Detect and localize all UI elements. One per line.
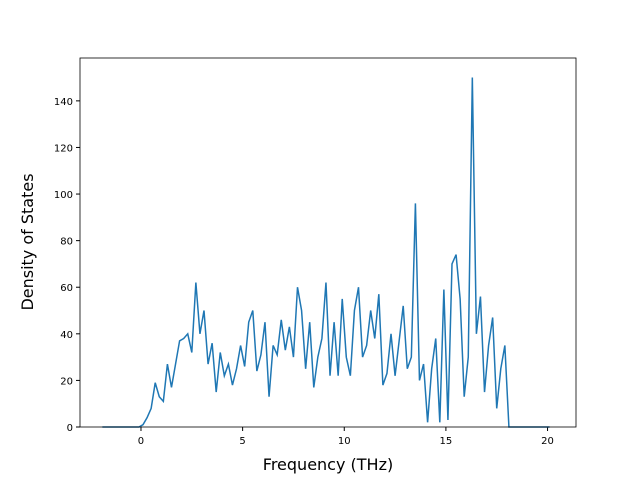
x-tick-label: 0 <box>138 436 144 447</box>
y-axis-label: Density of States <box>18 173 37 310</box>
y-tick-label: 0 <box>67 423 73 434</box>
x-tick-label: 10 <box>338 436 351 447</box>
y-tick-label: 60 <box>60 283 73 294</box>
x-tick-label: 5 <box>239 436 245 447</box>
x-tick-label: 20 <box>541 436 554 447</box>
x-tick-label: 15 <box>440 436 453 447</box>
data-line <box>102 77 550 428</box>
plot-frame <box>79 57 577 428</box>
y-tick-label: 100 <box>54 190 73 201</box>
x-axis-label: Frequency (THz) <box>263 455 393 474</box>
y-tick-label: 140 <box>54 97 73 108</box>
y-tick-label: 120 <box>54 143 73 154</box>
y-tick-label: 80 <box>60 237 73 248</box>
y-tick-label: 40 <box>60 330 73 341</box>
y-tick-label: 20 <box>60 376 73 387</box>
